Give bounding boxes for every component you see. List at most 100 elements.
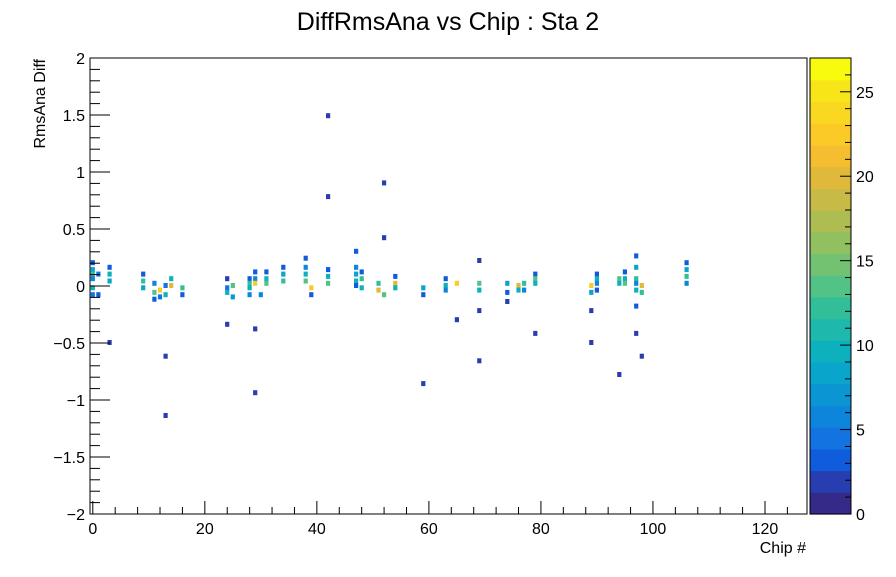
heatmap-cell — [589, 340, 594, 345]
heatmap-cell — [90, 276, 95, 282]
colorbar-segment — [810, 492, 851, 515]
heatmap-cell — [443, 283, 448, 288]
heatmap-cell — [594, 280, 599, 286]
heatmap-cell — [443, 276, 448, 282]
heatmap-cell — [622, 276, 627, 282]
heatmap-cell — [359, 276, 364, 282]
heatmap-cell — [152, 289, 157, 295]
colorbar-segment — [810, 253, 851, 276]
colorbar-segment — [810, 470, 851, 493]
heatmap-cell — [141, 285, 146, 291]
heatmap-cell — [354, 264, 359, 270]
y-axis-tick-label: −2 — [67, 507, 85, 524]
heatmap-cell — [303, 271, 308, 277]
colorbar-segment — [810, 448, 851, 472]
heatmap-cell — [443, 287, 448, 293]
heatmap-cell — [393, 273, 398, 279]
heatmap-cell — [533, 280, 538, 286]
heatmap-cell — [230, 294, 235, 300]
heatmap-cell — [247, 292, 252, 298]
colorbar-segment — [810, 188, 851, 211]
heatmap-cell — [639, 283, 644, 288]
x-axis-label: Chip # — [760, 540, 806, 557]
heatmap-cell — [505, 289, 510, 295]
heatmap-cell — [225, 289, 230, 295]
heatmap-cell — [505, 299, 510, 304]
y-axis-tick-label: 0 — [76, 279, 85, 296]
heatmap-cell — [421, 285, 426, 291]
heatmap-cell — [634, 287, 639, 293]
heatmap-cell — [622, 269, 627, 275]
heatmap-cell — [477, 287, 482, 293]
heatmap-cell — [107, 271, 112, 277]
heatmap-cell — [684, 260, 689, 266]
heatmap-cell — [225, 321, 230, 327]
heatmap-cell — [359, 285, 364, 291]
heatmap-cell — [90, 267, 95, 273]
heatmap-cell — [152, 296, 157, 302]
heatmap-cell — [634, 303, 639, 309]
y-axis-tick-label: −0.5 — [53, 336, 85, 353]
y-axis-tick-label: 2 — [76, 51, 85, 68]
heatmap-cell — [376, 287, 381, 293]
heatmap-cell — [253, 276, 258, 282]
x-axis-tick-label: 60 — [420, 521, 438, 538]
heatmap-cell — [354, 283, 359, 288]
heatmap-cell — [634, 276, 639, 282]
x-axis-tick-label: 20 — [196, 521, 214, 538]
colorbar-tick-label: 15 — [856, 254, 874, 271]
heatmap-cell — [589, 283, 594, 288]
colorbar-segment — [810, 275, 851, 298]
heatmap-cell — [281, 271, 286, 277]
heatmap-cell — [516, 287, 521, 293]
chart-title: DiffRmsAna vs Chip : Sta 2 — [297, 8, 599, 36]
heatmap-cell — [230, 283, 235, 288]
heatmap-cell — [303, 264, 308, 270]
heatmap-cell — [326, 194, 331, 200]
heatmap-cell — [477, 280, 482, 286]
heatmap-cell — [253, 390, 258, 396]
colorbar-segment — [810, 340, 851, 363]
colorbar-tick-label: 5 — [856, 423, 865, 440]
heatmap-cell — [163, 353, 168, 359]
colorbar-segment — [810, 144, 851, 168]
heatmap-cell — [107, 264, 112, 270]
heatmap-cell — [253, 280, 258, 286]
heatmap-cell — [264, 269, 269, 275]
colorbar-tick-label: 0 — [856, 507, 865, 524]
heatmap-cell — [90, 292, 95, 298]
heatmap-cell — [309, 285, 314, 291]
heatmap-cell — [247, 280, 252, 286]
heatmap-cell — [281, 278, 286, 284]
heatmap-cell — [477, 258, 482, 263]
colorbar-segment — [810, 427, 851, 450]
heatmap-cell — [169, 276, 174, 282]
heatmap-cell — [163, 292, 168, 298]
colorbar-segment — [810, 296, 851, 320]
heatmap-cell — [107, 278, 112, 284]
heatmap-cell — [505, 280, 510, 286]
x-axis-tick-label: 120 — [752, 521, 779, 538]
colorbar-segment — [810, 362, 851, 385]
colorbar-tick-label: 10 — [856, 338, 874, 355]
colorbar-frame — [809, 57, 852, 515]
heatmap-cell — [309, 292, 314, 298]
heatmap-cell — [376, 280, 381, 286]
heatmap-cell — [326, 280, 331, 286]
heatmap-cell — [253, 326, 258, 332]
heatmap-cell — [393, 285, 398, 291]
heatmap-cell — [382, 235, 387, 241]
heatmap-cell — [326, 113, 331, 119]
heatmap-cell — [421, 381, 426, 387]
heatmap-cell — [639, 353, 644, 359]
heatmap-cell — [303, 255, 308, 261]
heatmap-cell — [533, 330, 538, 336]
heatmap-cell — [354, 278, 359, 284]
x-axis-tick-label: 80 — [532, 521, 550, 538]
heatmap-cell — [594, 287, 599, 293]
heatmap-cell — [421, 292, 426, 298]
heatmap-cell — [354, 271, 359, 277]
heatmap-cell — [622, 280, 627, 286]
colorbar-segment — [810, 210, 851, 233]
heatmap-cell — [180, 285, 185, 291]
